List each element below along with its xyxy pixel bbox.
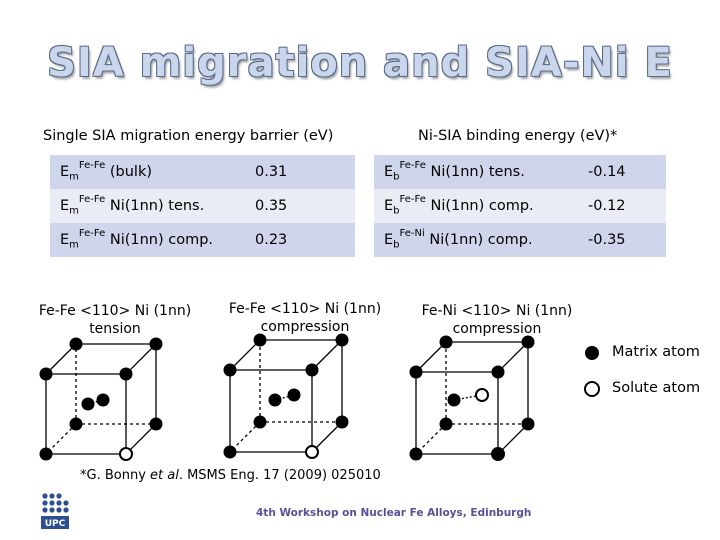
energy-label-cell: EmFe-Fe Ni(1nn) tens. bbox=[50, 189, 245, 223]
matrix-atom bbox=[253, 333, 267, 347]
table-row: EmFe-Fe Ni(1nn) comp. 0.23 bbox=[50, 223, 355, 257]
matrix-atom bbox=[439, 335, 453, 349]
logo-text: UPC bbox=[45, 519, 66, 529]
matrix-atom-icon bbox=[585, 346, 599, 360]
matrix-atom bbox=[335, 333, 349, 347]
cube-edge bbox=[45, 343, 77, 375]
matrix-atom bbox=[223, 445, 237, 459]
matrix-atom bbox=[268, 393, 282, 407]
legend-solute-atom: Solute atom bbox=[612, 380, 701, 396]
cube-edge bbox=[311, 339, 343, 371]
energy-label-cell: EbFe-Fe Ni(1nn) tens. bbox=[374, 155, 578, 189]
matrix-atom bbox=[81, 397, 95, 411]
table-row: EbFe-Fe Ni(1nn) tens. -0.14 bbox=[374, 155, 666, 189]
matrix-atom bbox=[287, 388, 301, 402]
energy-value-cell: -0.35 bbox=[578, 223, 666, 257]
matrix-atom bbox=[223, 363, 237, 377]
energy-label-cell: EmFe-Fe Ni(1nn) comp. bbox=[50, 223, 245, 257]
matrix-atom bbox=[491, 365, 505, 379]
matrix-atom bbox=[305, 363, 319, 377]
cube-edge bbox=[497, 341, 529, 373]
legend-matrix-atom: Matrix atom bbox=[612, 344, 700, 360]
cube-edge bbox=[125, 423, 157, 455]
cube-group bbox=[39, 333, 535, 461]
matrix-atom bbox=[119, 367, 133, 381]
left-table-header: Single SIA migration energy barrier (eV) bbox=[43, 128, 334, 144]
config-caption-compression-fefe: Fe-Fe <110> Ni (1nn) compression bbox=[228, 301, 382, 335]
matrix-atom bbox=[521, 335, 535, 349]
matrix-atom bbox=[521, 417, 535, 431]
energy-label-cell: EmFe-Fe (bulk) bbox=[50, 155, 245, 189]
solute-atom bbox=[119, 447, 133, 461]
matrix-atom bbox=[149, 417, 163, 431]
matrix-atom bbox=[69, 337, 83, 351]
cube-edge bbox=[125, 343, 157, 375]
energy-label-cell: EbFe-Ni Ni(1nn) comp. bbox=[374, 223, 578, 257]
matrix-atom bbox=[253, 415, 267, 429]
matrix-atom bbox=[409, 365, 423, 379]
migration-energy-table: EmFe-Fe (bulk) 0.31 EmFe-Fe Ni(1nn) tens… bbox=[50, 155, 355, 257]
matrix-atom bbox=[39, 447, 53, 461]
matrix-atom bbox=[439, 417, 453, 431]
binding-energy-table: EbFe-Fe Ni(1nn) tens. -0.14 EbFe-Fe Ni(1… bbox=[374, 155, 666, 257]
matrix-atom bbox=[96, 393, 110, 407]
energy-value-cell: 0.35 bbox=[245, 189, 355, 223]
table-row: EmFe-Fe (bulk) 0.31 bbox=[50, 155, 355, 189]
energy-value-cell: -0.12 bbox=[578, 189, 666, 223]
energy-value-cell: 0.31 bbox=[245, 155, 355, 189]
table-row: EbFe-Ni Ni(1nn) comp. -0.35 bbox=[374, 223, 666, 257]
matrix-atom bbox=[335, 415, 349, 429]
reference-citation: *G. Bonny et al. MSMS Eng. 17 (2009) 025… bbox=[80, 468, 381, 483]
table-row: EmFe-Fe Ni(1nn) tens. 0.35 bbox=[50, 189, 355, 223]
logo-dots-icon bbox=[42, 493, 69, 513]
slide-title: SIA migration and SIA-Ni E bbox=[47, 40, 673, 86]
legend-markers bbox=[584, 346, 600, 397]
cube-hidden-edge bbox=[45, 423, 77, 455]
cube-edge bbox=[229, 339, 261, 371]
matrix-atom bbox=[409, 447, 423, 461]
energy-value-cell: 0.23 bbox=[245, 223, 355, 257]
matrix-atom bbox=[149, 337, 163, 351]
matrix-atom bbox=[447, 393, 461, 407]
cube-edge bbox=[497, 423, 529, 455]
matrix-atom bbox=[69, 417, 83, 431]
upc-logo: UPC bbox=[41, 493, 69, 529]
config-caption-tension: Fe-Fe <110> Ni (1nn) tension bbox=[38, 303, 192, 337]
cube-edge bbox=[415, 341, 447, 373]
matrix-atom bbox=[39, 367, 53, 381]
right-table-header: Ni-SIA binding energy (eV)* bbox=[418, 128, 618, 144]
logo-band bbox=[41, 516, 69, 529]
matrix-atom bbox=[491, 447, 505, 461]
energy-value-cell: -0.14 bbox=[578, 155, 666, 189]
energy-label-cell: EbFe-Fe Ni(1nn) comp. bbox=[374, 189, 578, 223]
cube-hidden-edge bbox=[229, 421, 261, 453]
solute-atom-icon bbox=[584, 381, 600, 397]
cube-hidden-edge bbox=[415, 423, 447, 455]
config-caption-compression-feni: Fe-Ni <110> Ni (1nn) compression bbox=[421, 303, 573, 337]
cube-edge bbox=[311, 421, 343, 453]
table-row: EbFe-Fe Ni(1nn) comp. -0.12 bbox=[374, 189, 666, 223]
solute-atom bbox=[475, 388, 489, 402]
solute-atom bbox=[305, 445, 319, 459]
workshop-footer: 4th Workshop on Nuclear Fe Alloys, Edinb… bbox=[256, 507, 532, 519]
